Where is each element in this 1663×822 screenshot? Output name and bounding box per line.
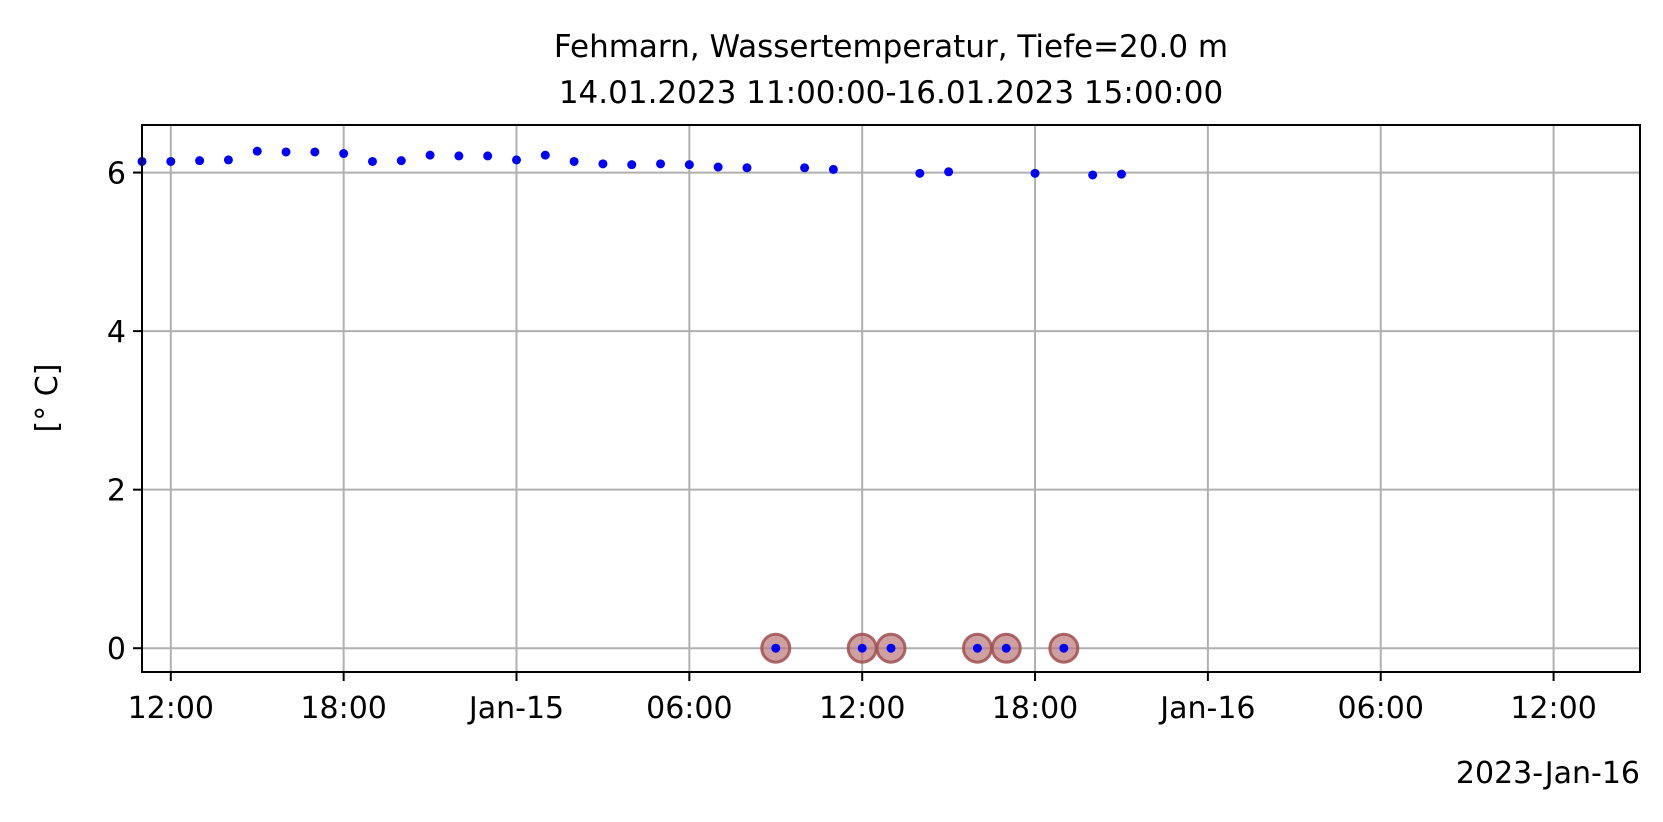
x-tick-label: 12:00 bbox=[128, 691, 214, 726]
data-point bbox=[339, 149, 349, 159]
plot-frame bbox=[141, 124, 1641, 673]
data-point bbox=[1088, 170, 1098, 180]
data-point bbox=[886, 643, 896, 653]
data-point bbox=[512, 155, 521, 165]
data-point bbox=[166, 156, 176, 166]
data-point bbox=[972, 643, 982, 653]
x-tick-label: 18:00 bbox=[300, 691, 386, 726]
data-point bbox=[425, 150, 435, 160]
data-point bbox=[1059, 643, 1069, 653]
data-point bbox=[1116, 169, 1126, 179]
y-tick-label: 4 bbox=[107, 315, 126, 350]
data-point bbox=[944, 167, 954, 177]
x-tick-label: Jan-15 bbox=[467, 691, 564, 726]
data-point bbox=[627, 160, 637, 170]
data-points-layer bbox=[137, 146, 1126, 653]
y-tick-label: 2 bbox=[107, 474, 126, 509]
data-point bbox=[684, 160, 694, 170]
x-tick-label: 12:00 bbox=[1510, 691, 1596, 726]
chart-title-line-1: Fehmarn, Wassertemperatur, Tiefe=20.0 m bbox=[554, 29, 1228, 65]
y-axis-label: [° C] bbox=[30, 364, 65, 433]
data-point bbox=[252, 146, 262, 156]
chart-title-line-2: 14.01.2023 11:00:00-16.01.2023 15:00:00 bbox=[559, 75, 1223, 111]
y-tick-label: 0 bbox=[107, 632, 126, 667]
data-point bbox=[396, 156, 406, 166]
data-point bbox=[195, 156, 205, 166]
x-tick-label: Jan-16 bbox=[1158, 691, 1255, 726]
x-tick-label: 12:00 bbox=[819, 691, 905, 726]
y-tick-label: 6 bbox=[107, 157, 126, 192]
data-point bbox=[454, 151, 464, 161]
data-point bbox=[857, 643, 867, 653]
data-point bbox=[800, 163, 810, 173]
data-point bbox=[367, 156, 377, 166]
x-tick-label: 06:00 bbox=[646, 691, 732, 726]
data-point bbox=[828, 164, 838, 174]
data-point bbox=[569, 156, 579, 166]
data-point bbox=[713, 162, 723, 172]
data-point bbox=[483, 151, 493, 161]
x-axis-offset-label: 2023-Jan-16 bbox=[1456, 756, 1640, 791]
data-point bbox=[656, 159, 666, 169]
tick-layer: 12:00 18:00 Jan-15 06:00 12:00 18:00 Jan-16 06:… bbox=[107, 157, 1597, 726]
data-point bbox=[223, 155, 233, 165]
data-point bbox=[540, 150, 550, 160]
x-tick-label: 18:00 bbox=[992, 691, 1078, 726]
x-tick-label: 06:00 bbox=[1337, 691, 1423, 726]
data-point bbox=[1030, 168, 1040, 178]
data-point bbox=[915, 168, 925, 178]
data-point bbox=[598, 159, 608, 169]
data-point bbox=[742, 163, 752, 173]
data-point bbox=[281, 147, 291, 157]
data-point bbox=[1001, 643, 1011, 653]
data-point bbox=[310, 147, 320, 157]
data-point bbox=[771, 643, 781, 653]
